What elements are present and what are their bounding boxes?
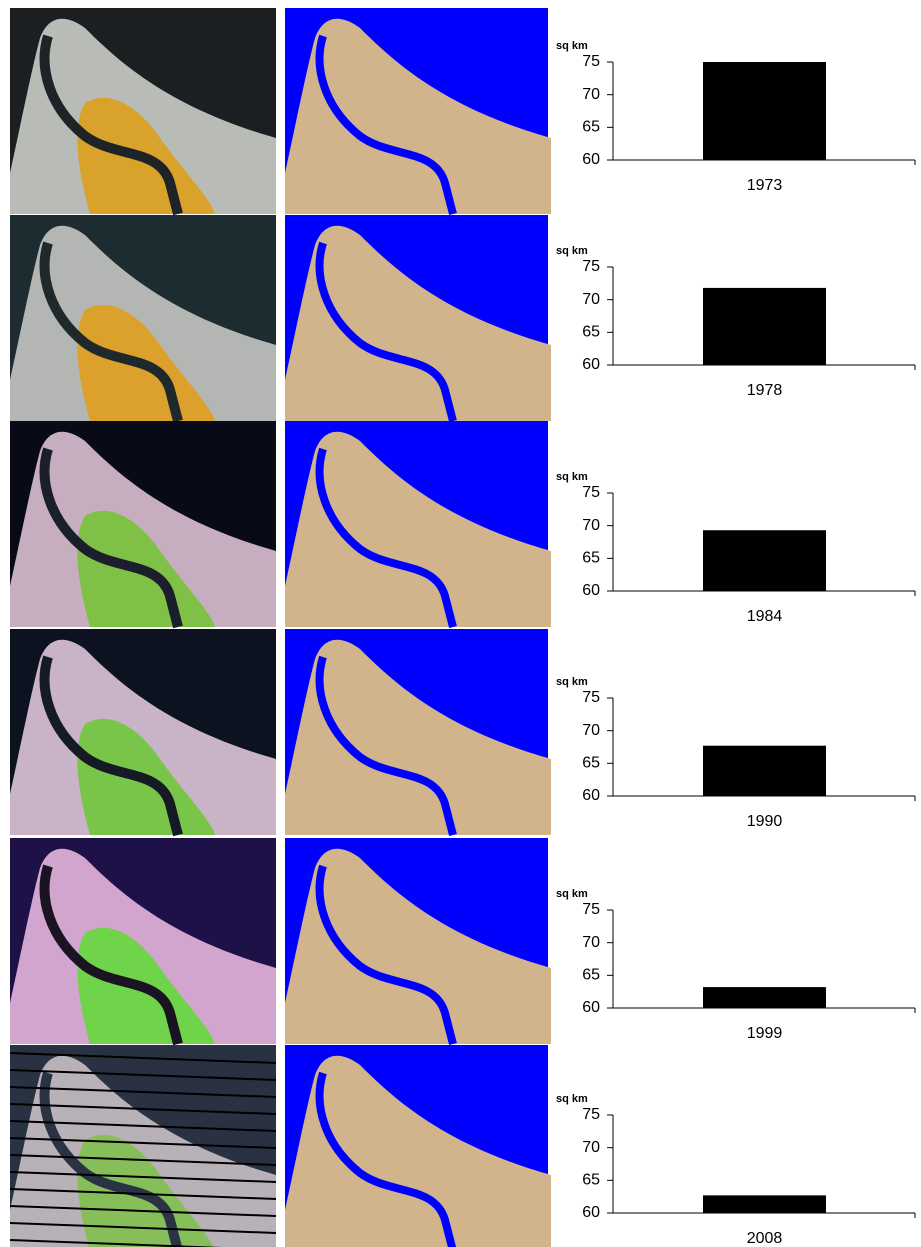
bar bbox=[703, 530, 826, 591]
satellite-image bbox=[10, 421, 276, 627]
classified-map bbox=[285, 215, 551, 421]
x-tick-label: 1984 bbox=[747, 608, 783, 625]
y-tick-label: 70 bbox=[582, 86, 600, 103]
y-tick-label: 75 bbox=[582, 258, 600, 275]
y-tick-label: 75 bbox=[582, 901, 600, 918]
y-tick-label: 75 bbox=[582, 689, 600, 706]
y-axis-label: sq km bbox=[556, 40, 588, 52]
bar bbox=[703, 746, 826, 796]
satellite-image bbox=[10, 838, 276, 1044]
y-tick-label: 70 bbox=[582, 1139, 600, 1156]
y-tick-label: 65 bbox=[582, 550, 600, 567]
y-axis-label: sq km bbox=[556, 245, 588, 257]
y-tick-label: 60 bbox=[582, 787, 600, 804]
y-tick-label: 65 bbox=[582, 119, 600, 136]
y-tick-label: 60 bbox=[582, 582, 600, 599]
classified-map bbox=[285, 421, 551, 627]
bar bbox=[703, 987, 826, 1008]
y-tick-label: 65 bbox=[582, 1172, 600, 1189]
y-tick-label: 65 bbox=[582, 324, 600, 341]
satellite-image bbox=[10, 8, 276, 214]
y-axis-label: sq km bbox=[556, 471, 588, 483]
y-tick-label: 70 bbox=[582, 934, 600, 951]
classified-map bbox=[285, 1045, 551, 1247]
y-tick-label: 75 bbox=[582, 53, 600, 70]
classified-map bbox=[285, 629, 551, 835]
x-tick-label: 1978 bbox=[747, 382, 783, 399]
classified-map bbox=[285, 838, 551, 1044]
y-tick-label: 65 bbox=[582, 967, 600, 984]
y-tick-label: 60 bbox=[582, 1204, 600, 1221]
classified-map bbox=[285, 8, 551, 214]
satellite-image bbox=[10, 1045, 276, 1247]
y-tick-label: 70 bbox=[582, 722, 600, 739]
y-tick-label: 60 bbox=[582, 999, 600, 1016]
x-tick-label: 1999 bbox=[747, 1025, 783, 1042]
y-tick-label: 65 bbox=[582, 755, 600, 772]
y-axis-label: sq km bbox=[556, 676, 588, 688]
y-axis-label: sq km bbox=[556, 1093, 588, 1105]
satellite-image bbox=[10, 629, 276, 835]
x-tick-label: 1990 bbox=[747, 813, 783, 830]
y-axis-label: sq km bbox=[556, 888, 588, 900]
bar bbox=[703, 62, 826, 160]
y-tick-label: 60 bbox=[582, 151, 600, 168]
figure: sq km 60 65 70 75 1973 sq km 60 65 70 75 1978 sq km 6… bbox=[0, 0, 921, 1247]
y-tick-label: 70 bbox=[582, 517, 600, 534]
y-tick-label: 60 bbox=[582, 356, 600, 373]
bar bbox=[703, 288, 826, 365]
y-tick-label: 75 bbox=[582, 1106, 600, 1123]
y-tick-label: 70 bbox=[582, 291, 600, 308]
bar bbox=[703, 1195, 826, 1213]
x-tick-label: 2008 bbox=[747, 1230, 783, 1247]
y-tick-label: 75 bbox=[582, 484, 600, 501]
satellite-image bbox=[10, 215, 276, 421]
x-tick-label: 1973 bbox=[747, 177, 783, 194]
